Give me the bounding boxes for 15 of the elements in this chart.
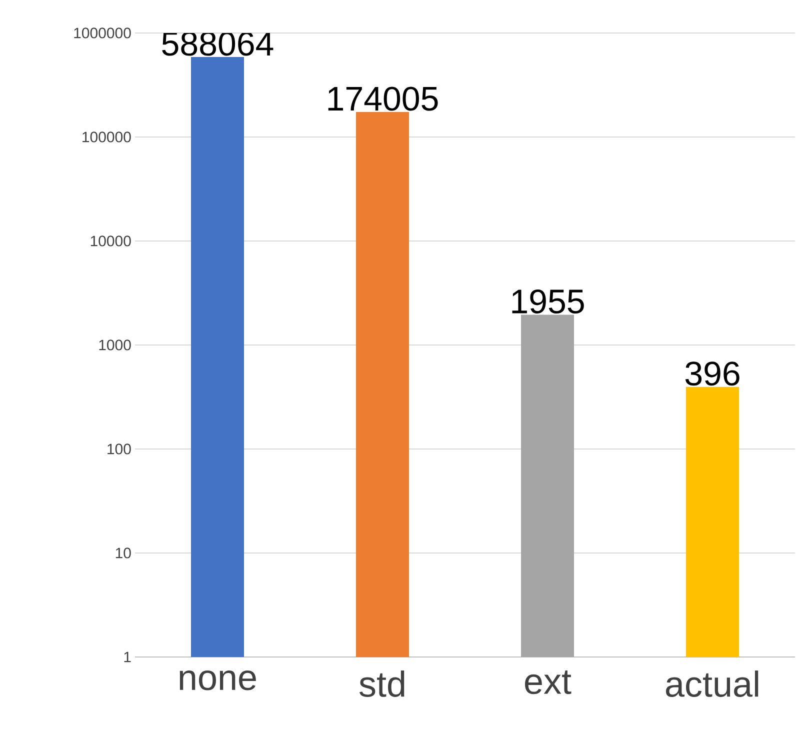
y-tick-label: 1000000 <box>74 28 131 38</box>
y-tick-label: 100 <box>108 444 131 454</box>
data-label: 588064 <box>162 32 274 56</box>
x-tick-label: none <box>180 670 256 690</box>
data-label: 396 <box>685 362 740 386</box>
y-tick-label: 1 <box>124 652 131 662</box>
x-tick-label: ext <box>525 670 572 694</box>
y-tick-label: 1000 <box>99 340 131 350</box>
y-tick-label: 100000 <box>82 132 131 142</box>
data-label: 174005 <box>328 86 438 111</box>
x-tick-label: std <box>359 670 404 697</box>
x-tick-label: actual <box>666 670 758 697</box>
y-tick-label: 10000 <box>90 236 131 246</box>
data-label: 1955 <box>512 289 584 314</box>
y-tick-label: 10 <box>116 548 131 558</box>
